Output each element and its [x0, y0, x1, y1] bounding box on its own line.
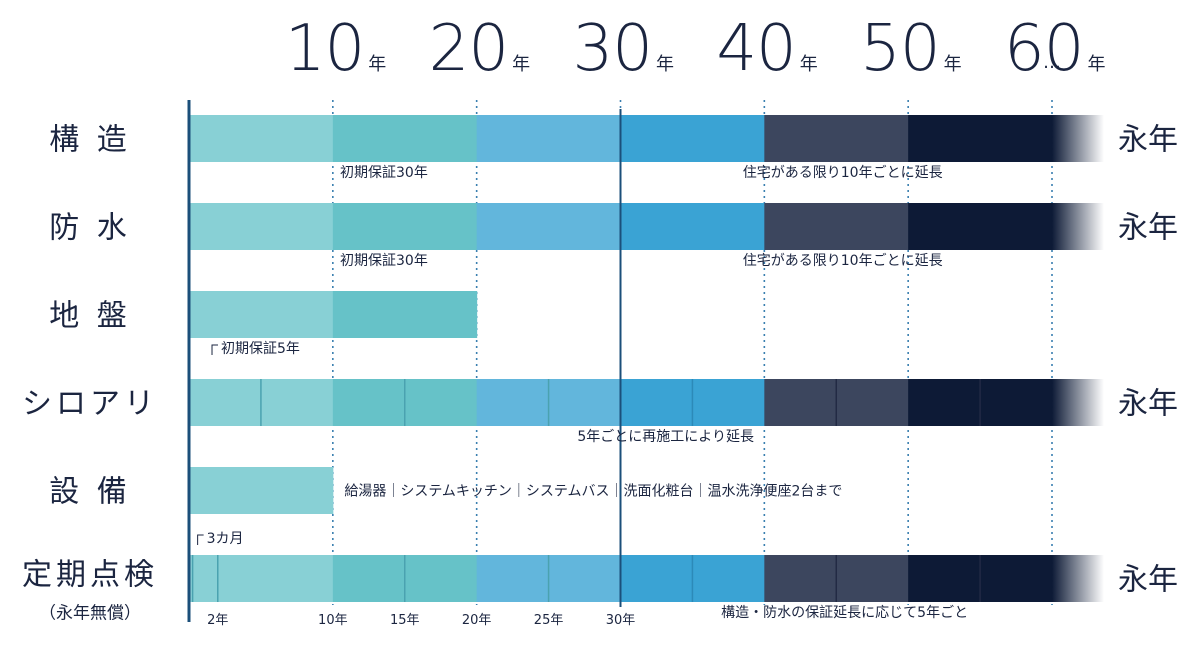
row-label: 設 備 — [49, 475, 131, 510]
bar-segment — [189, 467, 334, 514]
grid-layer — [332, 100, 1053, 605]
bar-segment — [332, 203, 478, 250]
overlay-layer — [187, 100, 981, 622]
tick-label: 15年 — [390, 613, 420, 628]
bar-segment — [476, 115, 621, 162]
row-label: 構 造 — [49, 123, 131, 158]
tick-label: 20年 — [462, 613, 492, 628]
bar-segment — [620, 115, 765, 162]
header-ellipsis: … — [1043, 52, 1061, 73]
decade-header: 60 年 — [1004, 12, 1105, 86]
annotation: 住宅がある限り10年ごとに延長 — [743, 253, 943, 269]
row-sublabel: （永年無償） — [39, 604, 141, 624]
bar-fade — [1052, 555, 1104, 602]
tick-label: 10年 — [318, 613, 348, 628]
bar-segment — [476, 203, 621, 250]
eternal-label: 永年 — [1118, 211, 1178, 246]
annotation: 初期保証5年 — [221, 340, 300, 357]
annotation: 初期保証30年 — [340, 164, 428, 181]
row-label: 定期点検 — [22, 558, 158, 593]
bar-fade — [1052, 115, 1104, 162]
bar-segment — [189, 115, 334, 162]
bar-segment — [189, 291, 334, 338]
annotation: 給湯器｜システムキッチン｜システムバス｜洗面化粧台｜温水洗浄便座2台まで — [344, 483, 842, 500]
tick-label: 2年 — [207, 613, 228, 628]
bar-segment — [764, 203, 909, 250]
decade-header: 50 年 — [860, 12, 961, 86]
row-label: シロアリ — [22, 387, 158, 422]
text-layer: 10 年 20 年 30 年 40 年 50 年 60 年…構 造永年初期保証30年 住宅がある限り10… — [22, 12, 1178, 628]
decade-header: 40 年 — [716, 12, 817, 86]
eternal-label: 永年 — [1118, 387, 1178, 422]
tick-label: 25年 — [534, 613, 564, 628]
bar-segment — [908, 115, 1053, 162]
annotation: 3カ月 — [207, 531, 244, 547]
bar-segment — [189, 203, 334, 250]
bar-segment — [332, 115, 478, 162]
annotation: 初期保証30年 — [340, 252, 428, 269]
annotation: 住宅がある限り10年ごとに延長 — [743, 165, 943, 181]
bar-segment — [189, 555, 334, 602]
annotation: 構造・防水の保証延長に応じて5年ごと — [721, 605, 968, 621]
bar-segment — [908, 203, 1053, 250]
bracket-mark — [197, 534, 204, 545]
decade-header: 20 年 — [429, 12, 530, 86]
eternal-label: 永年 — [1118, 563, 1178, 598]
bar-segment — [620, 203, 765, 250]
annotation: 5年ごとに再施工により延長 — [577, 429, 754, 445]
bar-fade — [1052, 203, 1104, 250]
bar-segment — [332, 291, 478, 338]
bars-layer — [189, 115, 1104, 602]
bar-fade — [1052, 379, 1104, 426]
decade-header: 10 年 — [285, 12, 386, 86]
bracket-mark — [211, 344, 219, 355]
bar-segment — [764, 115, 909, 162]
eternal-label: 永年 — [1118, 123, 1178, 158]
row-label: 防 水 — [49, 211, 131, 246]
decade-header: 30 年 — [573, 12, 674, 86]
row-label: 地 盤 — [49, 299, 131, 334]
tick-label: 30年 — [606, 613, 636, 628]
